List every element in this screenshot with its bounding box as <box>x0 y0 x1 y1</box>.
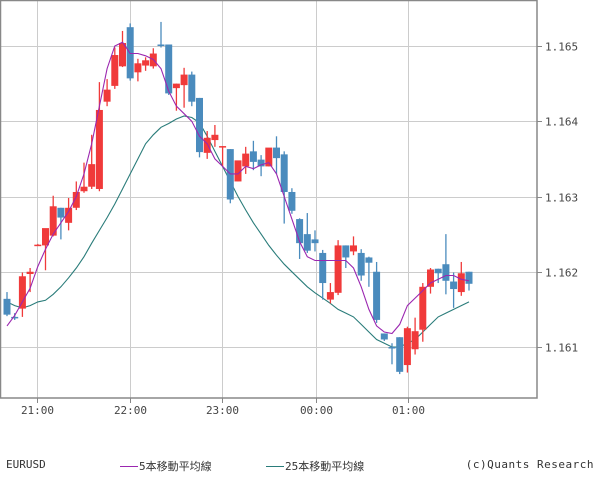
candle <box>111 47 119 89</box>
candle <box>180 67 188 108</box>
candles <box>3 21 473 375</box>
candle <box>419 283 427 342</box>
ma5-line <box>6 41 470 335</box>
candle <box>311 230 319 252</box>
candle <box>265 147 273 167</box>
candle <box>42 228 49 271</box>
time-tick-label: 21:00 <box>21 404 54 417</box>
candle <box>442 234 450 295</box>
candle <box>95 82 103 192</box>
price-tick-label: 1.163 <box>545 192 578 205</box>
candle <box>373 261 381 323</box>
price-tick-label: 1.164 <box>545 116 578 129</box>
candle <box>119 30 126 68</box>
candle <box>334 240 342 296</box>
candle <box>49 195 57 237</box>
candle <box>65 198 73 231</box>
candle <box>196 97 203 158</box>
candle <box>350 236 357 256</box>
candle <box>34 243 42 247</box>
ma25-line <box>6 115 470 348</box>
candle <box>365 256 373 287</box>
candle <box>411 317 419 355</box>
candle <box>188 71 196 107</box>
candle <box>3 292 11 317</box>
candle <box>126 23 134 81</box>
legend-item-ma5: 5本移動平均線 <box>120 458 212 474</box>
legend-item-ma25: 25本移動平均線 <box>266 458 364 474</box>
price-axis: 1.161 1.162 1.163 1.164 1.165 <box>537 41 578 355</box>
candle <box>211 125 219 147</box>
candle <box>242 146 250 174</box>
candle <box>303 213 311 253</box>
time-tick-label: 00:00 <box>300 404 333 417</box>
time-tick-label: 23:00 <box>206 404 239 417</box>
candle <box>249 140 257 171</box>
symbol-label: EURUSD <box>6 458 46 471</box>
candle <box>396 337 404 375</box>
time-tick-label: 22:00 <box>114 404 147 417</box>
gridlines <box>0 0 537 398</box>
candle <box>427 267 434 294</box>
ma25-swatch-icon <box>266 465 284 467</box>
ma5-swatch-icon <box>120 465 138 467</box>
price-tick-label: 1.162 <box>545 267 578 280</box>
candle <box>450 272 458 308</box>
time-tick-label: 01:00 <box>392 404 425 417</box>
candle <box>103 79 111 107</box>
candle <box>319 249 327 300</box>
candle <box>465 271 473 291</box>
candle <box>273 136 280 174</box>
legend-label-ma5: 5本移動平均線 <box>139 460 212 473</box>
candle <box>157 21 165 48</box>
candle <box>142 57 150 71</box>
candle <box>403 326 411 373</box>
copyright-label: (c)Quants Research <box>465 458 594 471</box>
candle <box>80 162 88 193</box>
candle <box>326 283 334 304</box>
legend-label-ma25: 25本移動平均線 <box>285 460 365 473</box>
candle <box>296 218 304 259</box>
candle <box>280 151 288 224</box>
candle <box>257 155 265 177</box>
plot-frame <box>0 0 538 399</box>
candle <box>165 44 173 95</box>
candle <box>388 343 396 365</box>
candle <box>11 313 19 320</box>
candle <box>288 188 296 214</box>
candle <box>18 272 26 317</box>
candle <box>226 149 234 204</box>
candle <box>219 146 227 167</box>
candle <box>434 268 442 284</box>
time-axis: 21:00 22:00 23:00 00:00 01:00 <box>21 398 425 417</box>
price-tick-label: 1.165 <box>545 41 578 54</box>
price-tick-label: 1.161 <box>545 342 578 355</box>
candle <box>134 58 142 82</box>
candle <box>380 333 388 341</box>
candle <box>357 249 365 281</box>
legend: EURUSD 5本移動平均線 25本移動平均線 (c)Quants Resear… <box>0 458 600 474</box>
candle <box>342 245 350 268</box>
